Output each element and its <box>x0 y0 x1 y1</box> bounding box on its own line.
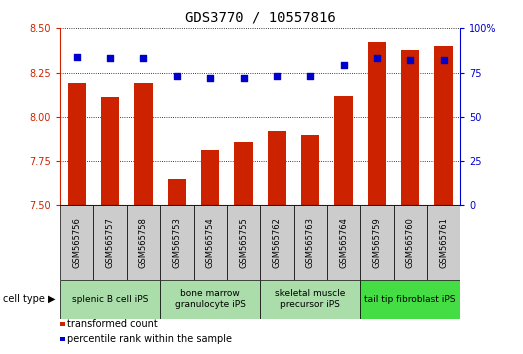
Bar <box>301 135 320 205</box>
Text: percentile rank within the sample: percentile rank within the sample <box>67 334 232 344</box>
Bar <box>101 97 119 205</box>
Text: GSM565764: GSM565764 <box>339 217 348 268</box>
Text: skeletal muscle
precursor iPS: skeletal muscle precursor iPS <box>275 290 345 309</box>
Bar <box>360 280 460 319</box>
Text: cell type: cell type <box>3 294 44 304</box>
Bar <box>293 205 327 280</box>
Bar <box>427 205 460 280</box>
Bar <box>227 205 260 280</box>
Text: GSM565760: GSM565760 <box>406 217 415 268</box>
Bar <box>268 131 286 205</box>
Bar <box>127 205 160 280</box>
Bar <box>234 142 253 205</box>
Text: GSM565755: GSM565755 <box>239 217 248 268</box>
Bar <box>435 46 453 205</box>
Bar <box>394 205 427 280</box>
Bar <box>368 42 386 205</box>
Bar <box>327 205 360 280</box>
Point <box>139 56 147 61</box>
Text: transformed count: transformed count <box>67 319 158 329</box>
Point <box>240 75 248 81</box>
Bar <box>201 150 219 205</box>
Text: GSM565756: GSM565756 <box>72 217 81 268</box>
Point <box>106 56 115 61</box>
Point <box>339 63 348 68</box>
Bar <box>334 96 353 205</box>
Bar <box>360 205 393 280</box>
Text: GSM565759: GSM565759 <box>372 217 381 268</box>
Bar <box>194 205 227 280</box>
Point <box>173 73 181 79</box>
Point <box>272 73 281 79</box>
Bar <box>168 179 186 205</box>
Bar <box>94 205 127 280</box>
Point <box>373 56 381 61</box>
Bar <box>260 280 360 319</box>
Text: GSM565762: GSM565762 <box>272 217 281 268</box>
Point <box>206 75 214 81</box>
Point <box>73 54 81 59</box>
Text: splenic B cell iPS: splenic B cell iPS <box>72 295 149 304</box>
Text: GSM565761: GSM565761 <box>439 217 448 268</box>
Text: ▶: ▶ <box>49 294 56 304</box>
Text: GSM565754: GSM565754 <box>206 217 214 268</box>
Point <box>406 57 414 63</box>
Point <box>439 57 448 63</box>
Bar <box>60 280 160 319</box>
Text: GDS3770 / 10557816: GDS3770 / 10557816 <box>185 11 336 25</box>
Point <box>306 73 314 79</box>
Text: GSM565763: GSM565763 <box>306 217 315 268</box>
Text: tail tip fibroblast iPS: tail tip fibroblast iPS <box>365 295 456 304</box>
Bar <box>67 83 86 205</box>
Text: GSM565753: GSM565753 <box>173 217 181 268</box>
Text: bone marrow
granulocyte iPS: bone marrow granulocyte iPS <box>175 290 246 309</box>
Bar <box>134 83 153 205</box>
Text: GSM565758: GSM565758 <box>139 217 148 268</box>
Bar <box>60 205 94 280</box>
Bar <box>260 205 293 280</box>
Bar <box>160 280 260 319</box>
Bar <box>160 205 194 280</box>
Text: GSM565757: GSM565757 <box>106 217 115 268</box>
Bar <box>401 50 419 205</box>
